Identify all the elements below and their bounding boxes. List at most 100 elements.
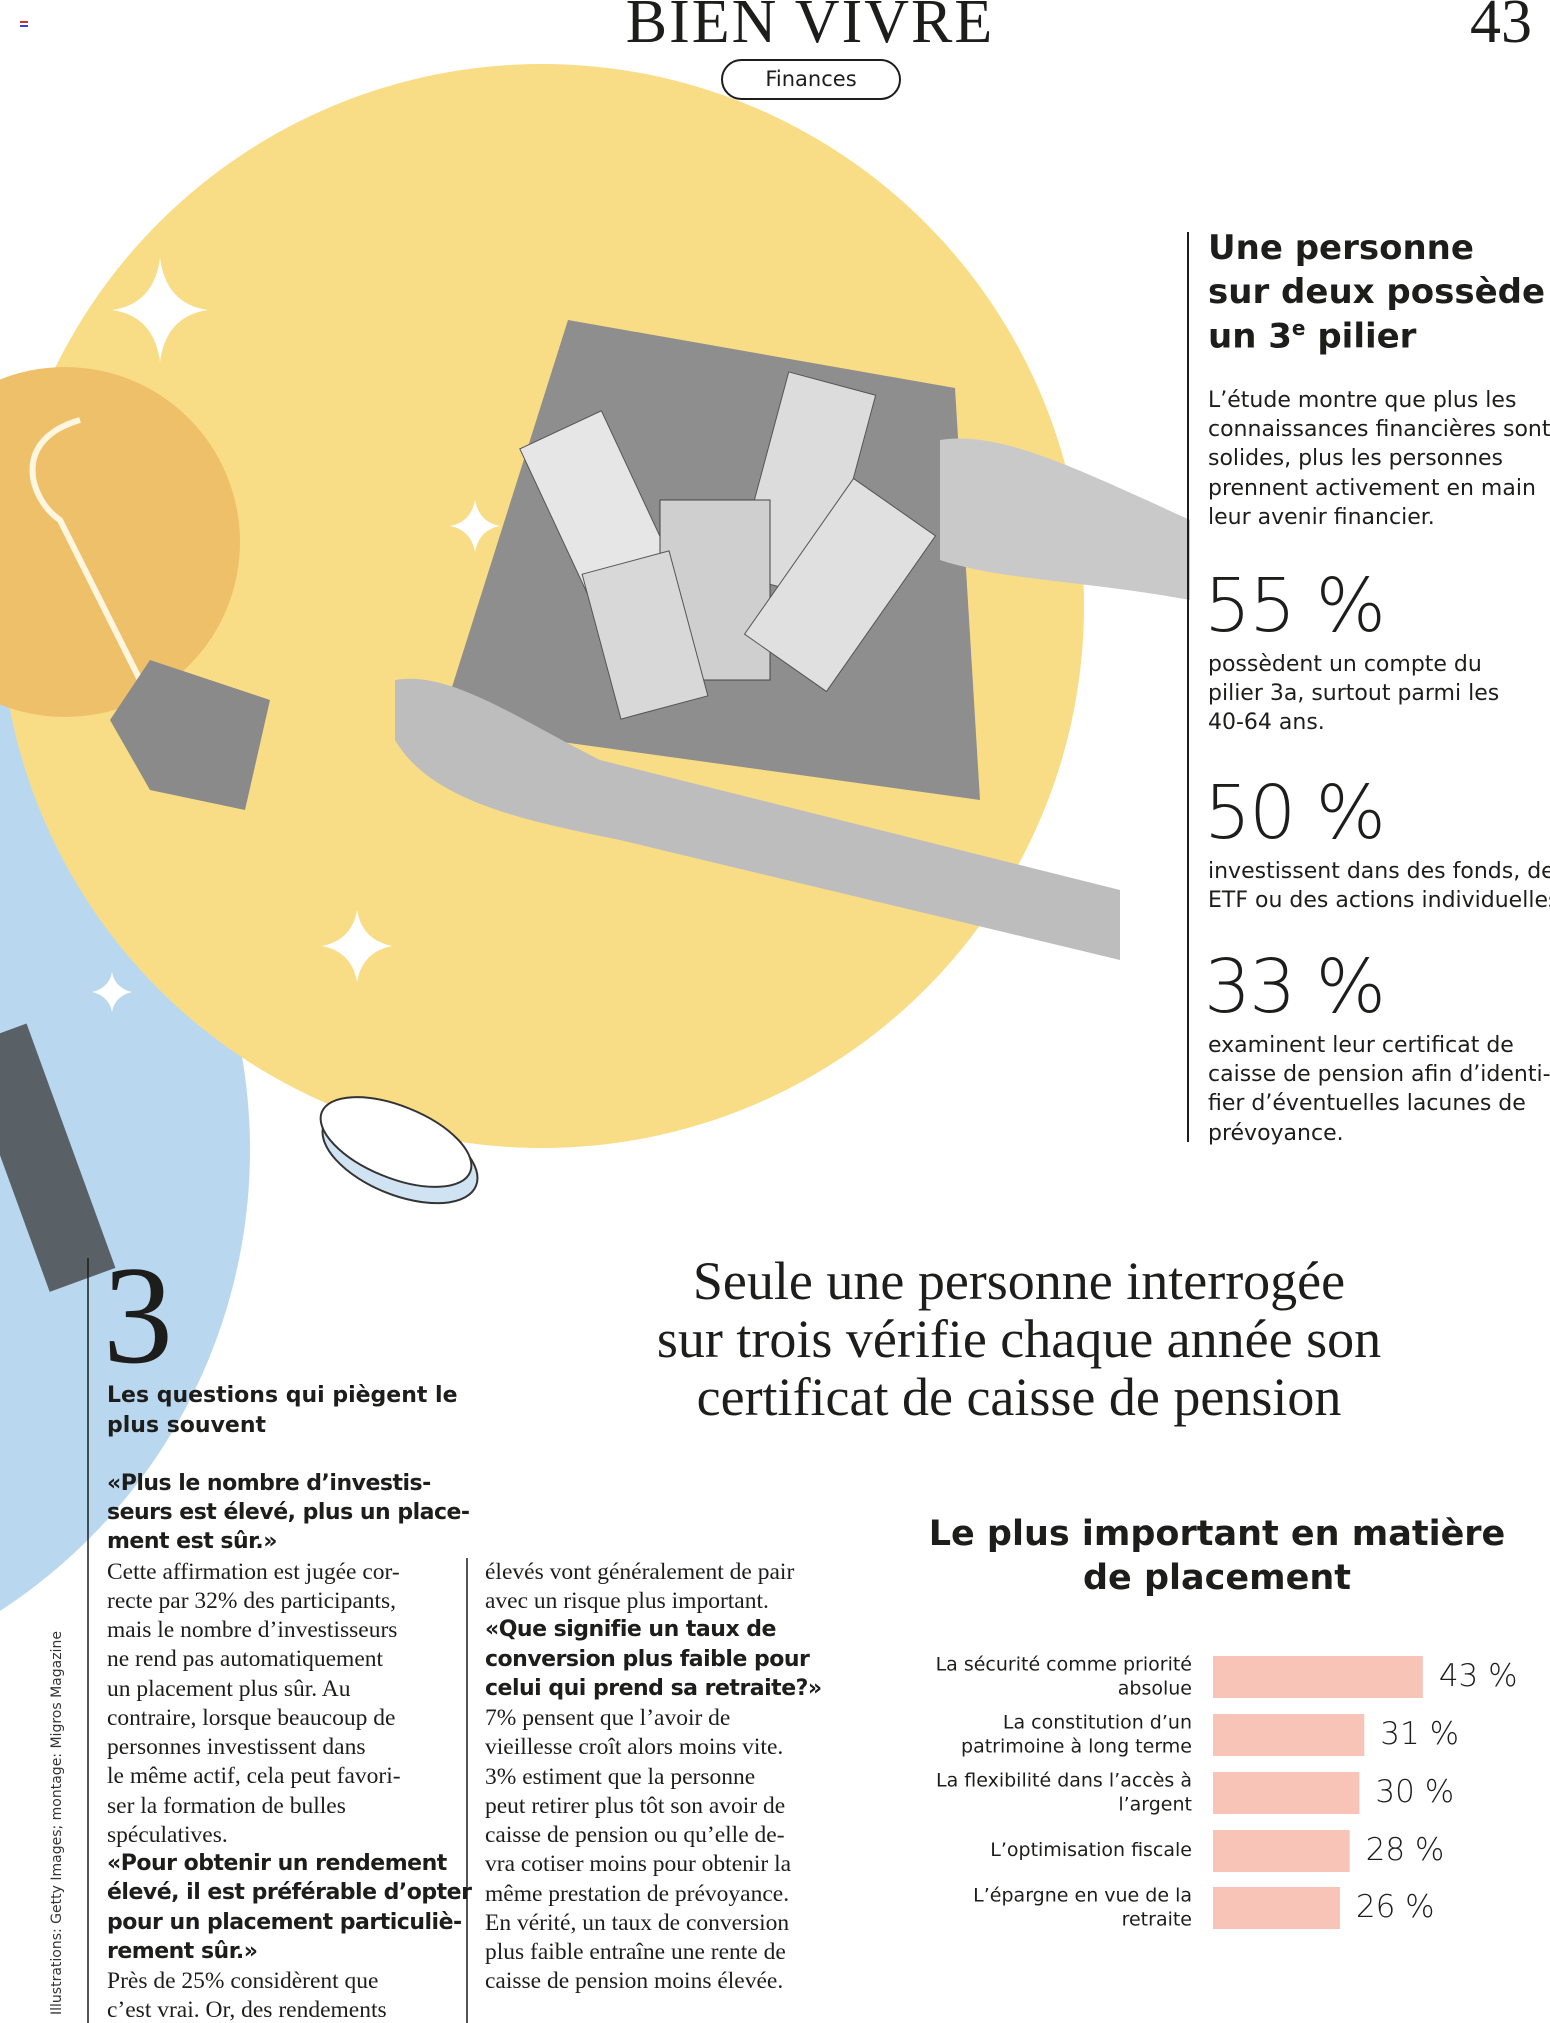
article-number: 3 [103,1238,173,1393]
category-label: L’épargne en vue de la retraite [973,1884,1192,1930]
photo-credit: Illustrations: Getty Images; montage: Mi… [49,1631,65,2015]
stat-text: investissent dans des fonds, des [1208,858,1550,884]
stat-text: possèdent un compte du [1208,651,1482,677]
hand-right [940,438,1190,600]
answer: mais le nombre d’investisseurs [107,1617,398,1644]
category-label: La constitution d’un patrimoine à long t… [961,1711,1192,1757]
sidebar-intro: leur avenir financier. [1208,505,1435,530]
sparkle [450,500,500,552]
heading-part: pilier [1305,315,1417,356]
bar [1213,1887,1340,1929]
stat-value: 33 % [1204,943,1386,1030]
sidebar-intro: solides, plus les personnes [1208,446,1504,472]
banknote [581,550,709,720]
hand-left [395,678,1120,960]
answer: En vérité, un taux de conversion [485,1909,790,1936]
section-pill [721,59,901,100]
answer: recte par 32% des participants, [107,1587,397,1614]
stat-text: fier d’éventuelles lacunes de [1208,1091,1526,1117]
stat-text: ETF ou des actions individuelles. [1208,888,1550,914]
answer: le même actif, cela peut favori- [107,1763,401,1790]
question: seurs est élevé, plus un place- [107,1500,470,1526]
bar-value-label: 26 % [1355,1889,1435,1926]
answer: même prestation de prévoyance. [485,1880,790,1907]
bulb-glass [0,367,240,717]
answer: plus faible entraîne une rente de [485,1939,786,1966]
bar [1213,1772,1360,1814]
question: ment est sûr.» [107,1529,277,1555]
answer: ser la formation de bulles [107,1792,346,1819]
question: «Plus le nombre d’investis- [107,1470,431,1496]
heading-sup: e [1291,315,1306,340]
category-label: L’optimisation fiscale [990,1839,1192,1862]
answer: vra cotiser moins pour obtenir la [485,1851,792,1878]
answer: avec un risque plus important. [485,1588,769,1615]
answer: caisse de pension ou qu’elle de- [485,1822,785,1849]
bar [1213,1656,1423,1698]
answer: Près de 25% considèrent que [107,1968,379,1995]
stat-text: pilier 3a, surtout parmi les [1208,681,1500,707]
answer: contraire, lorsque beaucoup de [107,1704,396,1731]
pull-quote: sur trois vérifie chaque année son [656,1308,1382,1369]
heading-part: un 3 [1208,315,1292,356]
answer: 7% pensent que l’avoir de [485,1705,731,1732]
question: pour un placement particuliè- [107,1909,462,1935]
sparkle [322,910,392,982]
sidebar-heading: Une personne [1208,227,1474,268]
stat-text: caisse de pension afin d’identi- [1208,1062,1550,1088]
article-kicker: Les questions qui piègent le [107,1382,458,1408]
sidebar-heading: un 3e pilier [1208,316,1416,357]
banknote [743,477,937,693]
answer: spéculatives. [107,1821,228,1848]
coin [319,1096,479,1205]
stat-text: 40-64 ans. [1208,710,1325,736]
page-number: 43 [1470,0,1532,56]
banknotes [519,371,937,720]
bar [1213,1714,1365,1756]
question: «Pour obtenir un rendement [107,1851,447,1877]
chart-title: Le plus important en matière de placemen… [928,1514,1506,1598]
pull-quote: Seule une personne interrogée [692,1250,1346,1311]
halftone-patch [0,1023,116,1292]
answer: ne rend pas automatiquement [107,1646,384,1673]
question: celui qui prend sa retraite?» [485,1675,822,1701]
pull-quote: certificat de caisse de pension [696,1366,1342,1427]
answer: élevés vont généralement de pair [485,1558,795,1585]
sidebar-intro: prennent activement en main [1208,475,1536,501]
answer: Cette affirmation est jugée cor- [107,1558,400,1585]
answer: 3% estiment que la personne [485,1763,756,1790]
sidebar-heading: sur deux possède [1208,271,1546,312]
question: rement sûr.» [107,1938,258,1964]
stat-value: 55 % [1204,562,1386,649]
article-kicker: plus souvent [107,1412,267,1438]
bar-value-label: 30 % [1375,1774,1455,1811]
coin-face [319,1096,473,1188]
question: élevé, il est préférable d’opter [107,1880,472,1906]
answer: vieillesse croît alors moins vite. [485,1734,784,1761]
section-label: Finances [765,67,857,92]
answer: un placement plus sûr. Au [107,1675,351,1702]
bar-value-label: 31 % [1380,1716,1460,1753]
bar-value-label: 28 % [1365,1832,1445,1869]
answer: personnes investissent dans [107,1734,366,1761]
bar-value-label: 43 % [1438,1658,1518,1695]
sparkle [112,258,208,362]
category-label: La sécurité comme priorité absolue [935,1653,1192,1699]
page-title: BIEN VIVRE [625,0,995,56]
answer: caisse de pension moins élevée. [485,1968,784,1995]
category-label: La flexibilité dans l’accès à l’argent [936,1769,1192,1815]
stat-value: 50 % [1204,769,1386,856]
bulb-filament [29,417,163,722]
answer: c’est vrai. Or, des rendements [107,1997,387,2023]
question: «Que signifie un taux de [485,1617,776,1643]
bar [1213,1830,1350,1872]
sparkles [92,258,500,1012]
sidebar-intro: L’étude montre que plus les [1208,387,1517,413]
stat-text: prévoyance. [1208,1120,1344,1146]
sidebar-intro: connaissances financières sont [1208,417,1550,443]
bulb-base [110,660,270,810]
question: conversion plus faible pour [485,1646,810,1672]
stat-text: examinent leur certificat de [1208,1032,1514,1058]
